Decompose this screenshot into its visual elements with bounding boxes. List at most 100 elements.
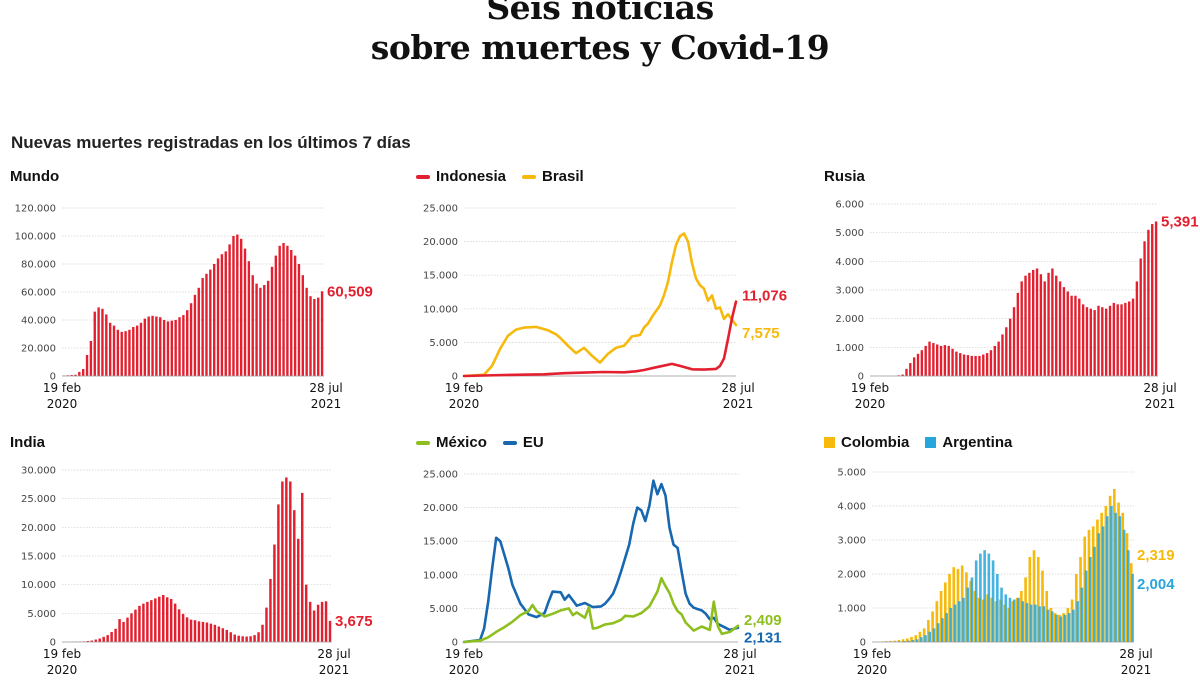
bar-mundo [282, 243, 284, 376]
bar-mundo [113, 326, 115, 376]
y-tick-label: 10.000 [423, 570, 458, 581]
y-tick-label: 20.000 [21, 344, 56, 355]
x-tick-label: 28 jul [1143, 381, 1176, 395]
bar-argentina [1021, 601, 1024, 642]
bar-mundo [205, 274, 207, 376]
bar-mundo [317, 298, 319, 376]
bar-rusia [1040, 274, 1042, 376]
x-tick-label: 28 jul [721, 381, 754, 395]
bar-mundo [294, 256, 296, 376]
bar-argentina [1064, 615, 1067, 642]
y-tick-label: 20.000 [423, 503, 458, 514]
bar-rusia [1005, 327, 1007, 376]
bar-mundo [248, 261, 250, 376]
bar-argentina [1030, 605, 1033, 642]
bar-mundo [221, 254, 223, 376]
bar-mundo [198, 288, 200, 376]
bar-india [198, 621, 200, 642]
bar-rusia [1090, 309, 1092, 376]
bar-argentina [966, 588, 969, 642]
bar-india [249, 636, 251, 642]
bar-rusia [1020, 281, 1022, 376]
y-tick-label: 100.000 [15, 232, 56, 243]
bar-argentina [924, 635, 927, 642]
y-tick-label: 3.000 [835, 286, 864, 297]
bar-mundo [263, 285, 265, 376]
end-value-label: 60,509 [327, 283, 373, 300]
title-line-2: sobre muertes y Covid-19 [0, 28, 1200, 68]
bar-rusia [1143, 241, 1145, 376]
bar-argentina [1093, 547, 1096, 642]
bar-mundo [290, 250, 292, 376]
bar-argentina [1110, 506, 1113, 642]
bar-mundo [313, 299, 315, 376]
bar-india [329, 621, 331, 642]
bar-mundo [182, 315, 184, 376]
bar-india [305, 585, 307, 642]
bar-mundo [255, 284, 257, 376]
y-tick-label: 120.000 [15, 204, 56, 215]
y-tick-label: 40.000 [21, 316, 56, 327]
y-tick-label: 15.000 [423, 537, 458, 548]
y-tick-label: 25.000 [21, 494, 56, 505]
bar-india [321, 602, 323, 642]
bar-rusia [1024, 276, 1026, 376]
bar-rusia [1067, 291, 1069, 376]
x-tick-label: 19 feb [445, 647, 483, 661]
x-tick-label: 2021 [311, 397, 342, 411]
bar-argentina [920, 637, 923, 642]
bar-argentina [979, 554, 982, 642]
bar-argentina [1042, 606, 1045, 642]
bar-india [178, 609, 180, 642]
y-tick-label: 30.000 [21, 466, 56, 477]
bar-india [257, 632, 259, 642]
bar-argentina [1119, 516, 1122, 642]
bar-rusia [1151, 224, 1153, 376]
bar-argentina [916, 639, 919, 642]
bar-rusia [917, 354, 919, 376]
y-tick-label: 20.000 [21, 523, 56, 534]
bar-india [273, 545, 275, 642]
bar-rusia [1051, 269, 1053, 377]
bar-india [118, 619, 120, 642]
bar-mundo [144, 319, 146, 376]
bar-india [130, 613, 132, 642]
bar-rusia [986, 353, 988, 376]
bar-argentina [992, 560, 995, 642]
bar-mundo [78, 372, 80, 376]
bar-argentina [1013, 600, 1016, 643]
bar-mundo [305, 288, 307, 376]
bar-argentina [1097, 533, 1100, 642]
bar-mundo [309, 296, 311, 376]
bar-india [317, 605, 319, 642]
bar-mundo [163, 320, 165, 376]
bar-argentina [1076, 601, 1079, 642]
bar-argentina [954, 605, 957, 642]
bar-argentina [1102, 526, 1105, 642]
main-title: Seis noticias sobre muertes y Covid-19 [0, 0, 1200, 68]
bar-rusia [1116, 304, 1118, 376]
bar-mundo [201, 278, 203, 376]
end-value-label: 3,675 [335, 613, 373, 630]
x-tick-label: 2020 [855, 397, 886, 411]
bar-argentina [958, 601, 961, 642]
bar-argentina [1004, 594, 1007, 642]
y-tick-label: 60.000 [21, 288, 56, 299]
bar-argentina [1131, 574, 1134, 642]
bar-mundo [279, 246, 281, 376]
bar-argentina [1085, 571, 1088, 642]
bar-india [146, 602, 148, 642]
bar-argentina [945, 613, 948, 642]
bar-india [182, 614, 184, 642]
bar-argentina [950, 608, 953, 642]
bar-rusia [1101, 307, 1103, 376]
bar-rusia [963, 355, 965, 377]
bar-argentina [941, 618, 944, 642]
bar-rusia [1109, 306, 1111, 376]
bar-mundo [155, 317, 157, 377]
bar-argentina [1009, 598, 1012, 642]
